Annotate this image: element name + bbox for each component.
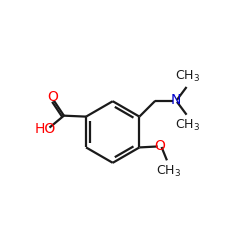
Text: CH$_3$: CH$_3$ [175,118,200,133]
Text: N: N [170,94,180,108]
Text: HO: HO [35,122,56,136]
Text: CH$_3$: CH$_3$ [175,68,200,84]
Text: O: O [48,90,58,104]
Text: CH$_3$: CH$_3$ [156,164,181,179]
Text: O: O [154,140,166,153]
